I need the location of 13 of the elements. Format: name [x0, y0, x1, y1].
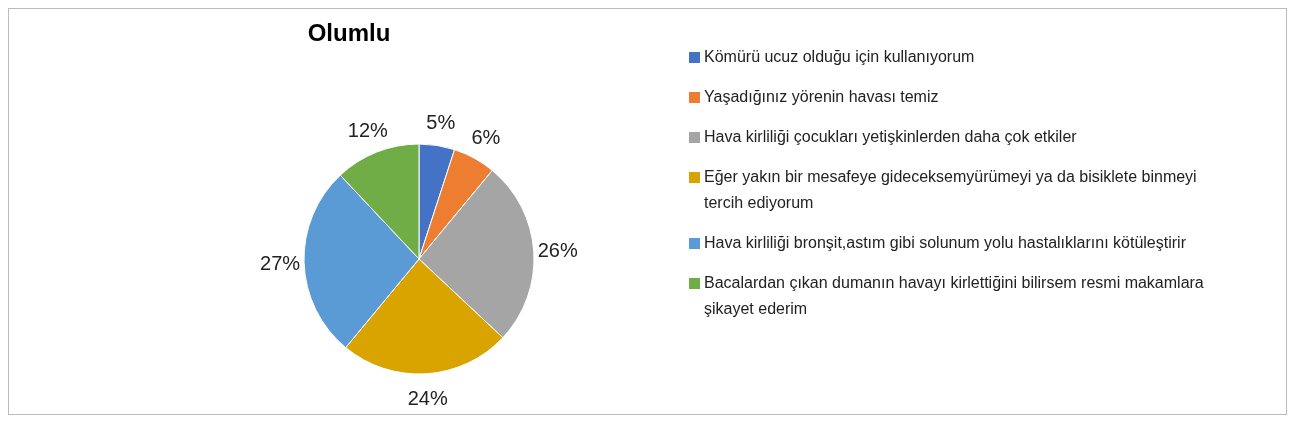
legend-label: Bacalardan çıkan dumanın havayı kirlettiğini bilirsem resmi makamlara şikayet ederim	[704, 273, 1205, 319]
legend-label: Kömürü ucuz olduğu için kullanıyorum	[704, 47, 976, 67]
chart-title: Olumlu	[307, 19, 391, 46]
data-label: 27%	[260, 252, 301, 275]
legend-label: Hava kirliliği bronşit,astım gibi solunum yolu hastalıklarını kötüleştirir	[704, 233, 1187, 253]
data-label: 26%	[537, 239, 578, 262]
data-label: 6%	[471, 126, 501, 149]
data-label: 5%	[426, 110, 456, 133]
legend-label: Yaşadığınız yörenin havası temiz	[704, 87, 940, 107]
data-label: 12%	[347, 118, 389, 141]
legend-label: Eğer yakın bir mesafeye gideceksemyürümeyi ya da bisiklete binmeyi tercih ediyorum	[704, 167, 1198, 213]
legend-label: Hava kirliliği çocukları yetişkinlerden daha çok etkiler	[704, 127, 1078, 147]
data-label: 24%	[407, 386, 448, 409]
